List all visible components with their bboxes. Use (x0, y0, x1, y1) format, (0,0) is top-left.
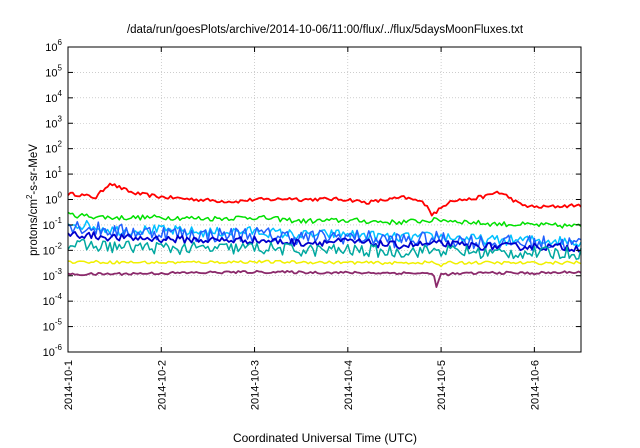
y-axis-label-unit: -s-sr-MeV (28, 144, 40, 195)
y-tick-label: 102 (45, 140, 62, 156)
y-tick-base: 10 (43, 271, 55, 283)
y-tick-label: 10-5 (43, 318, 63, 334)
x-tick-label: 2014-10-6 (529, 360, 541, 410)
y-tick-base: 10 (43, 245, 55, 257)
y-tick-base: 10 (45, 42, 57, 54)
series-line-2 (67, 211, 582, 229)
y-tick-exponent: 3 (58, 114, 63, 123)
series-line-6 (67, 238, 582, 260)
x-tick-label: 2014-10-1 (63, 360, 75, 410)
y-tick-label: 10-4 (43, 292, 63, 308)
x-axis-label: Coordinated Universal Time (UTC) (233, 431, 417, 445)
y-tick-exponent: 2 (58, 140, 63, 149)
x-axis: 2014-10-1 2014-10-2 2014-10-3 2014-10-4 2014… (63, 47, 541, 410)
series-line-8 (67, 269, 582, 288)
y-axis-label-exponent: 2 (25, 194, 34, 199)
y-tick-label: 103 (45, 114, 62, 130)
y-tick-exponent: 0 (58, 191, 63, 200)
plot-frame (67, 46, 582, 353)
y-tick-base: 10 (45, 144, 57, 156)
y-tick-exponent: -5 (55, 318, 63, 327)
chart-title: /data/run/goesPlots/archive/2014-10-06/1… (127, 24, 524, 36)
series-line-7 (67, 259, 582, 268)
y-tick-base: 10 (45, 169, 57, 181)
y-tick-exponent: -3 (55, 267, 63, 276)
y-tick-base: 10 (45, 93, 57, 105)
y-tick-label: 10-1 (43, 216, 63, 232)
data-series (67, 182, 582, 288)
y-tick-label: 10-3 (43, 267, 63, 283)
y-axis-label: protons/cm2-s-sr-MeV (25, 144, 40, 256)
x-tick-label: 2014-10-3 (250, 360, 262, 410)
x-tick-label: 2014-10-4 (343, 360, 355, 410)
y-tick-exponent: -4 (55, 292, 63, 301)
y-tick-exponent: 6 (58, 38, 63, 47)
x-tick-label: 2014-10-5 (436, 360, 448, 410)
y-tick-label: 106 (45, 38, 62, 54)
y-tick-exponent: 4 (58, 89, 63, 98)
y-tick-base: 10 (45, 67, 57, 79)
y-tick-base: 10 (43, 347, 55, 359)
y-tick-exponent: 5 (58, 63, 63, 72)
series-line-3 (67, 219, 582, 248)
y-tick-label: 10-2 (43, 241, 63, 257)
y-tick-label: 104 (45, 89, 62, 105)
y-tick-exponent: -1 (55, 216, 63, 225)
series-line-1 (67, 182, 582, 217)
y-axis: 10610510410310210110010-110-210-310-410-… (43, 38, 581, 359)
y-tick-base: 10 (45, 118, 57, 130)
x-tick-label: 2014-10-2 (156, 360, 168, 410)
y-tick-base: 10 (45, 195, 57, 207)
series-line-5 (67, 231, 582, 253)
y-tick-base: 10 (43, 322, 55, 334)
y-tick-base: 10 (43, 296, 55, 308)
y-tick-label: 10-6 (43, 343, 63, 359)
y-tick-base: 10 (43, 220, 55, 232)
series-line-4 (67, 221, 582, 252)
y-tick-exponent: 1 (58, 165, 63, 174)
y-tick-exponent: -6 (55, 343, 63, 352)
grid-lines (68, 47, 581, 352)
y-tick-label: 101 (45, 165, 62, 181)
y-axis-label-main: protons/cm (28, 199, 40, 256)
y-tick-label: 100 (45, 191, 62, 207)
y-tick-exponent: -2 (55, 241, 63, 250)
y-tick-label: 105 (45, 63, 62, 79)
